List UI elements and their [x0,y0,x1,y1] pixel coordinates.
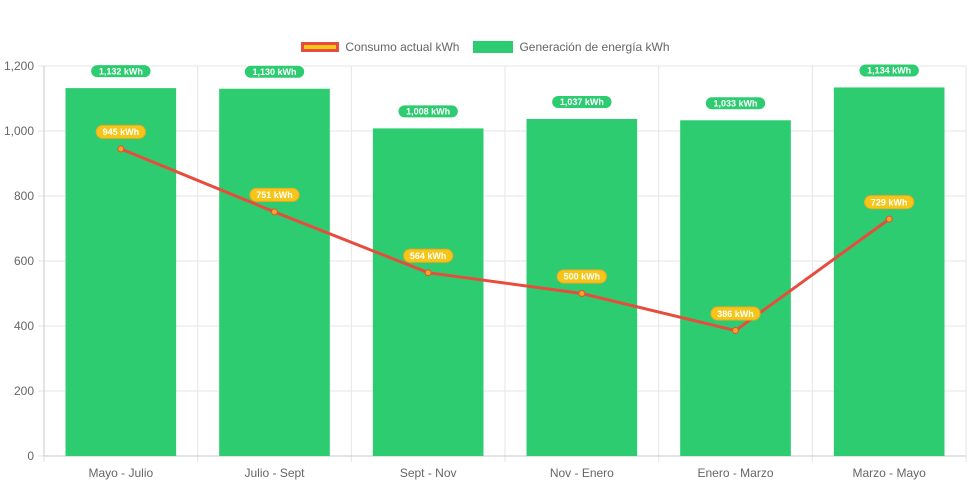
line-data-label: 751 kWh [256,190,293,200]
line-data-label-bg [249,187,300,202]
bar-data-label-bg [243,64,306,79]
bar-data-label: 1,130 kWh [252,67,296,77]
bar-data-label: 1,037 kWh [560,97,604,107]
line-data-label-bg [864,195,915,210]
x-tick-label: Marzo - Mayo [852,466,926,480]
line-data-label: 729 kWh [871,197,908,207]
bar-data-label-bg [397,104,459,119]
legend-item-generacion[interactable]: Generación de energía kWh [473,40,670,54]
line-data-label-bg [95,124,146,139]
bar-data-label-bg [551,94,613,109]
bar-data-label-bg [90,64,152,79]
line-data-label-bg [556,269,607,284]
legend-swatch-generacion [473,41,514,53]
line-point [732,327,739,335]
y-tick-label: 200 [14,384,34,398]
bar-data-label-bg [858,63,920,78]
legend: Consumo actual kWh Generación de energía… [0,40,971,54]
bar [833,87,945,456]
bar-data-label: 1,134 kWh [867,66,911,76]
line-data-label: 564 kWh [410,251,447,261]
line-data-label-bg [710,306,761,321]
line-data-label: 500 kWh [564,272,601,282]
x-tick-label: Nov - Enero [550,466,614,480]
legend-item-consumo[interactable]: Consumo actual kWh [301,40,459,54]
line-point [578,290,586,297]
line-data-label: 386 kWh [717,309,754,319]
line-data-label-bg [403,248,454,263]
y-tick-label: 800 [14,189,34,203]
legend-label-generacion: Generación de energía kWh [519,40,670,54]
x-tick-label: Enero - Marzo [697,466,773,480]
y-tick-label: 1,000 [4,124,34,138]
line-point [885,215,893,223]
line-point [271,208,278,216]
bar [65,88,177,456]
bar-data-label-bg [704,96,767,111]
y-tick-label: 600 [14,254,34,268]
bar [680,120,791,457]
y-tick-label: 0 [27,449,34,463]
legend-swatch-consumo [301,42,340,52]
bar-data-label: 1,132 kWh [99,66,143,76]
line-point [424,269,432,277]
x-tick-label: Mayo - Julio [88,466,153,480]
y-tick-label: 1,200 [4,59,34,73]
x-tick-label: Julio - Sept [244,466,305,480]
legend-label-consumo: Consumo actual kWh [345,40,460,54]
line-series-consumo [120,147,891,333]
bar [219,88,330,456]
bar-data-label: 1,008 kWh [406,107,450,117]
x-tick-label: Sept - Nov [400,466,457,480]
line-data-label: 945 kWh [103,127,140,137]
bar-data-label: 1,033 kWh [713,98,757,108]
y-tick-label: 400 [14,319,34,333]
line-point [117,145,125,153]
bar [372,128,484,456]
